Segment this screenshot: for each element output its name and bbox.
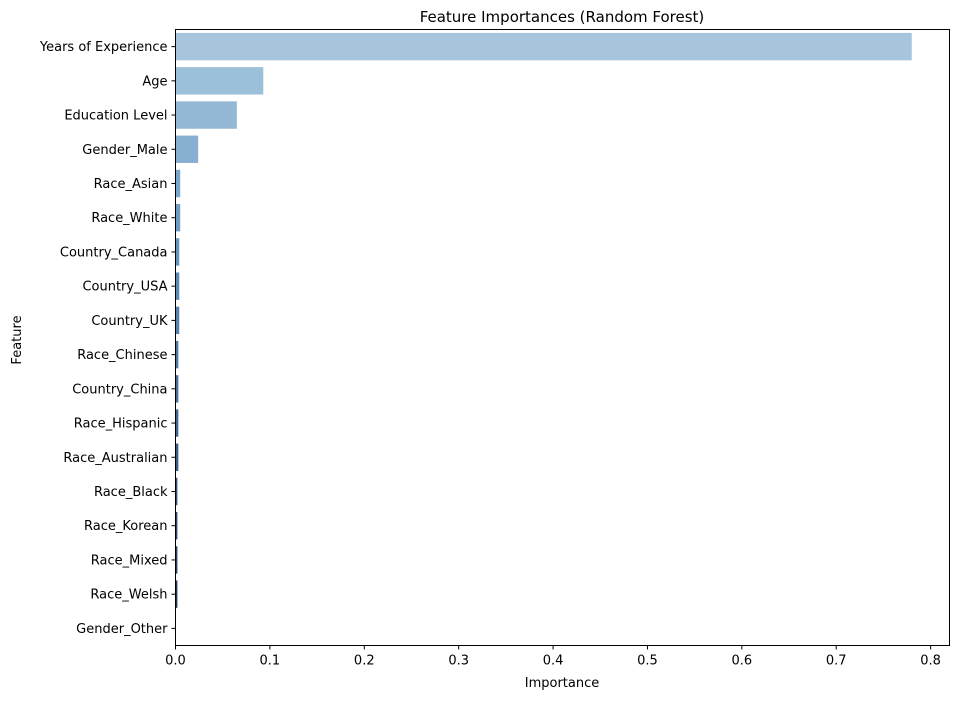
y-tick-label: Country_USA: [82, 280, 167, 295]
x-tick-label: 0.6: [731, 654, 752, 669]
bar: [176, 67, 264, 94]
x-tick-label: 0.1: [260, 654, 281, 669]
y-tick-label: Years of Experience: [39, 40, 168, 55]
y-tick-label: Race_Korean: [84, 519, 167, 534]
x-axis-ticks: 0.0 0.1 0.2 0.3 0.4 0.5 0.6 0.7 0.8: [165, 646, 941, 669]
y-tick-label: Education Level: [64, 109, 167, 124]
bar: [176, 33, 912, 60]
y-tick-label: Race_White: [91, 211, 167, 226]
x-tick-label: 0.3: [448, 654, 469, 669]
y-tick-label: Age: [142, 74, 167, 89]
y-tick-label: Country_China: [72, 382, 167, 397]
y-tick-label: Country_Canada: [60, 245, 168, 260]
y-tick-label: Race_Hispanic: [74, 417, 168, 432]
bars: [176, 33, 912, 642]
x-tick-label: 0.2: [354, 654, 375, 669]
bar: [176, 238, 180, 265]
bar: [176, 170, 181, 197]
y-tick-label: Race_Welsh: [90, 588, 167, 603]
bar: [176, 272, 180, 299]
bar: [176, 136, 199, 163]
x-tick-label: 0.4: [543, 654, 564, 669]
x-tick-label: 0.8: [920, 654, 941, 669]
chart-title: Feature Importances (Random Forest): [420, 8, 705, 26]
bar: [176, 101, 237, 128]
y-tick-label: Country_UK: [91, 314, 168, 329]
y-tick-label: Race_Mixed: [91, 553, 168, 568]
plot-frame: [176, 30, 950, 646]
x-tick-label: 0.5: [637, 654, 658, 669]
y-tick-label: Race_Chinese: [77, 348, 167, 363]
bar: [176, 307, 180, 334]
x-tick-label: 0.7: [826, 654, 847, 669]
x-axis-label: Importance: [525, 676, 600, 691]
y-tick-label: Race_Australian: [63, 451, 167, 466]
y-tick-label: Race_Black: [94, 485, 168, 500]
y-axis-label: Feature: [10, 315, 25, 364]
y-tick-label: Gender_Other: [76, 622, 168, 637]
y-axis-ticks: Years of Experience Age Education Level Gen…: [39, 40, 176, 637]
y-tick-label: Gender_Male: [82, 143, 167, 158]
y-tick-label: Race_Asian: [94, 177, 168, 192]
bar: [176, 204, 181, 231]
x-tick-label: 0.0: [165, 654, 186, 669]
